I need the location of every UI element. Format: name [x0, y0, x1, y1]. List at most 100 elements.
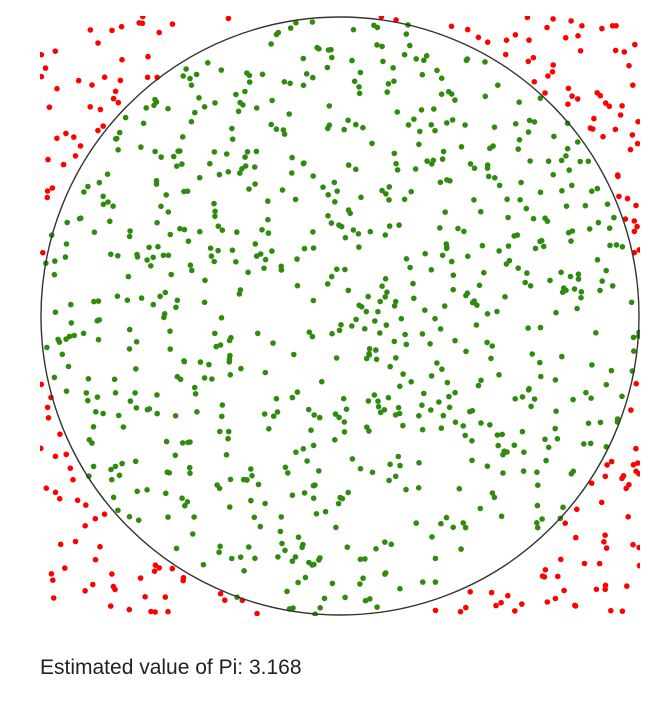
inside-point	[223, 452, 230, 458]
outside-point	[144, 74, 151, 81]
inside-point	[604, 201, 611, 207]
inside-point	[460, 423, 467, 429]
inside-point	[116, 472, 123, 479]
inside-point	[532, 245, 539, 252]
inside-point	[377, 298, 384, 305]
inside-point	[225, 435, 231, 442]
inside-point	[341, 126, 348, 133]
outside-point	[575, 33, 581, 39]
outside-point	[40, 445, 44, 452]
inside-point	[110, 203, 116, 209]
inside-point	[534, 469, 540, 476]
inside-point	[186, 464, 193, 471]
outside-point	[604, 462, 610, 468]
inside-point	[559, 289, 566, 296]
inside-point	[407, 264, 413, 271]
outside-point	[95, 40, 101, 46]
outside-point	[109, 571, 115, 577]
inside-point	[494, 308, 500, 315]
inside-point	[363, 308, 370, 315]
inside-point	[187, 262, 194, 268]
inside-point	[491, 124, 498, 130]
inside-point	[351, 78, 358, 85]
outside-point	[579, 23, 585, 29]
outside-point	[549, 69, 556, 75]
inside-point	[531, 396, 538, 402]
outside-point	[562, 35, 569, 41]
inside-point	[287, 25, 294, 31]
inside-point	[345, 162, 352, 168]
inside-point	[412, 166, 419, 172]
inside-point	[126, 326, 133, 333]
inside-point	[349, 323, 355, 329]
inside-point	[428, 407, 434, 413]
inside-point	[278, 514, 285, 520]
inside-point	[452, 419, 459, 426]
inside-point	[338, 322, 344, 328]
outside-point	[54, 85, 60, 92]
inside-point	[286, 111, 292, 117]
inside-point	[126, 513, 133, 520]
inside-point	[534, 524, 541, 531]
inside-point	[559, 188, 565, 194]
inside-point	[411, 116, 417, 122]
inside-point	[289, 170, 295, 176]
inside-point	[464, 290, 471, 297]
inside-point	[431, 106, 437, 112]
inside-point	[143, 105, 149, 111]
outside-point	[95, 127, 101, 134]
inside-point	[416, 141, 422, 148]
inside-point	[146, 406, 153, 412]
inside-point	[551, 133, 557, 140]
inside-point	[391, 303, 398, 309]
inside-point	[279, 540, 285, 547]
inside-point	[332, 199, 338, 205]
inside-point	[294, 389, 301, 395]
inside-point	[261, 411, 268, 417]
outside-point	[568, 18, 574, 24]
inside-point	[388, 541, 395, 548]
inside-point	[419, 71, 426, 78]
inside-point	[242, 163, 249, 169]
inside-point	[229, 247, 236, 253]
inside-point	[582, 202, 589, 209]
inside-point	[292, 196, 299, 203]
inside-point	[119, 460, 125, 467]
inside-point	[64, 219, 70, 226]
inside-point	[187, 75, 193, 82]
inside-point	[211, 258, 217, 265]
inside-point	[391, 150, 398, 157]
outside-point	[542, 90, 548, 96]
inside-point	[360, 124, 366, 131]
inside-point	[115, 253, 121, 259]
inside-point	[113, 136, 119, 142]
inside-point	[345, 489, 352, 496]
inside-point	[125, 273, 132, 280]
inside-point	[289, 154, 295, 161]
outside-point	[82, 588, 88, 594]
inside-point	[436, 399, 442, 405]
outside-point	[97, 543, 103, 550]
inside-point	[273, 395, 280, 402]
inside-point	[534, 520, 540, 526]
inside-point	[386, 197, 392, 203]
inside-point	[544, 218, 551, 224]
inside-point	[395, 453, 402, 460]
inside-point	[300, 541, 306, 548]
inside-point	[241, 568, 247, 574]
inside-point	[229, 125, 235, 132]
inside-point	[158, 203, 164, 210]
inside-point	[469, 438, 475, 444]
outside-point	[180, 577, 186, 584]
inside-point	[512, 396, 518, 402]
outside-point	[110, 95, 117, 102]
outside-point	[633, 445, 639, 452]
inside-point	[253, 148, 260, 155]
inside-point	[608, 367, 615, 374]
inside-point	[439, 366, 445, 373]
inside-point	[295, 579, 301, 586]
inside-point	[185, 238, 192, 244]
inside-point	[525, 387, 532, 393]
inside-point	[465, 253, 471, 260]
inside-point	[322, 508, 329, 515]
